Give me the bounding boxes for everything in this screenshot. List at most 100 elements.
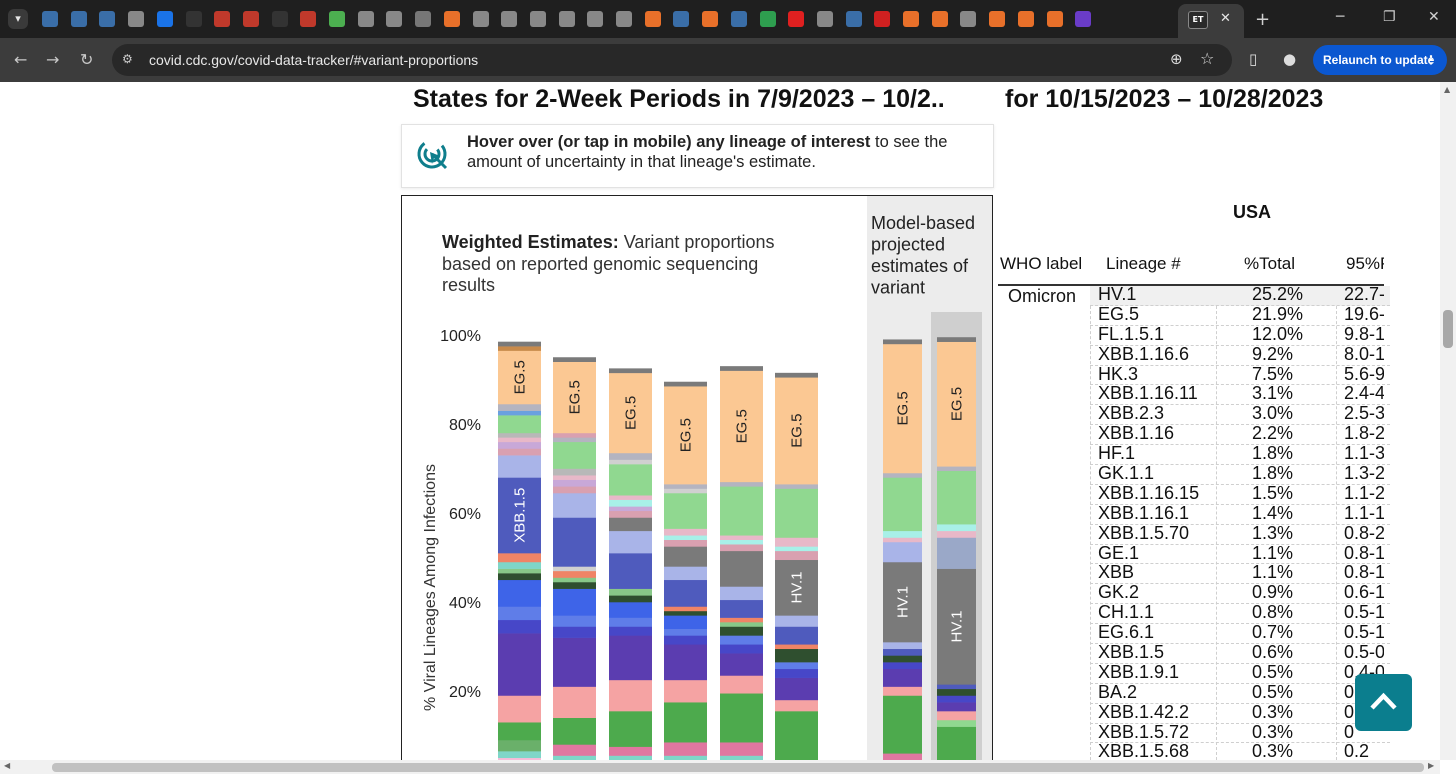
table-row[interactable]: FL.1.5.1 12.0% 9.8-1 — [1090, 323, 1390, 346]
forward-arrow-icon[interactable]: → — [46, 50, 60, 69]
table-row[interactable]: GK.2 0.9% 0.6-1 — [1090, 582, 1390, 605]
tab-favicon[interactable] — [702, 11, 719, 27]
table-row[interactable]: XBB.1.42.2 0.3% 0 — [1090, 702, 1390, 724]
zoom-icon[interactable]: ⊕ — [1170, 50, 1183, 68]
tab-favicon[interactable] — [874, 11, 891, 27]
tab-favicon[interactable] — [128, 11, 145, 27]
table-row[interactable]: XBB.1.16.1 1.4% 1.1-1 — [1090, 503, 1390, 525]
total-cell: 0.9% — [1252, 582, 1294, 603]
total-cell: 0.8% — [1252, 602, 1294, 623]
tab-favicon[interactable] — [214, 11, 231, 27]
tab-favicon[interactable] — [501, 11, 518, 27]
profile-icon[interactable]: ● — [1283, 50, 1297, 68]
tab-favicon[interactable] — [529, 11, 546, 27]
tab-favicon[interactable] — [99, 11, 116, 27]
vertical-scroll-thumb[interactable] — [1443, 310, 1453, 348]
lineage-cell: CH.1.1 — [1098, 602, 1155, 623]
table-row[interactable]: XBB.1.16.6 9.2% 8.0-1 — [1090, 344, 1390, 366]
table-row[interactable]: HF.1 1.8% 1.1-3 — [1090, 444, 1390, 466]
table-row[interactable]: CH.1.1 0.8% 0.5-1 — [1090, 602, 1390, 625]
table-row[interactable]: HK.3 7.5% 5.6-9 — [1090, 364, 1390, 386]
tab-favicon[interactable] — [903, 11, 919, 27]
table-row[interactable]: GK.1.1 1.8% 1.3-2 — [1090, 464, 1390, 485]
weighted-bar-segment — [664, 644, 707, 681]
minimize-icon[interactable]: ─ — [1336, 9, 1345, 25]
tab-favicon[interactable] — [845, 11, 862, 27]
vertical-scrollbar[interactable]: ▲ — [1440, 82, 1456, 760]
tab-favicon[interactable] — [673, 11, 690, 27]
scroll-right-icon[interactable]: ▶ — [1428, 761, 1435, 770]
tab-favicon[interactable] — [443, 11, 460, 27]
table-row[interactable]: HV.1 25.2% 22.7- — [1090, 285, 1390, 306]
new-tab-icon[interactable]: + — [1255, 9, 1271, 30]
table-row[interactable]: XBB.1.5 0.6% 0.5-0 — [1090, 643, 1390, 664]
table-row[interactable]: XBB.1.5.68 0.3% 0.2 — [1090, 742, 1390, 760]
table-row[interactable]: XBB 1.1% 0.8-1 — [1090, 563, 1390, 585]
tab-favicon[interactable] — [644, 11, 661, 27]
table-row[interactable]: XBB.2.3 3.0% 2.5-3 — [1090, 404, 1390, 426]
table-row[interactable]: BA.20.5%0.2-0 — [1090, 682, 1390, 704]
maximize-icon[interactable]: ❐ — [1383, 9, 1396, 25]
tab-favicon[interactable] — [558, 11, 575, 27]
weighted-bar-segment — [553, 588, 596, 616]
tab-favicon[interactable] — [242, 11, 259, 27]
table-row[interactable]: GE.1 1.1% 0.8-1 — [1090, 543, 1390, 565]
tab-favicon[interactable] — [271, 11, 288, 27]
tab-favicon[interactable] — [386, 11, 403, 27]
side-panel-icon[interactable]: ▯ — [1249, 50, 1258, 68]
tab-favicon[interactable] — [42, 11, 58, 27]
table-row[interactable]: XBB.1.16.11 3.1% 2.4-4 — [1090, 384, 1390, 406]
tab-favicon[interactable] — [931, 11, 948, 27]
tab-favicon[interactable] — [816, 11, 833, 27]
close-tab-icon[interactable]: ✕ — [1220, 11, 1231, 26]
tab-favicon[interactable] — [759, 11, 776, 27]
tab-favicon[interactable] — [960, 11, 977, 27]
close-window-icon[interactable]: ✕ — [1428, 9, 1440, 25]
weighted-bar-segment — [720, 755, 763, 760]
tab-favicon[interactable] — [300, 11, 317, 27]
horizontal-scroll-thumb[interactable] — [52, 763, 1424, 772]
table-row[interactable]: XBB.1.16.15 1.5% 1.1-2 — [1090, 483, 1390, 505]
tab-favicon[interactable] — [730, 11, 747, 27]
tab-favicon[interactable] — [788, 11, 805, 27]
scroll-up-icon[interactable]: ▲ — [1444, 85, 1451, 94]
more-menu-icon[interactable]: ⋮ — [1425, 53, 1437, 67]
site-info-icon[interactable]: ⚙ — [122, 52, 133, 66]
tab-search-chevron-down-icon[interactable]: ▾ — [8, 9, 28, 29]
bookmark-star-icon[interactable]: ☆ — [1200, 49, 1215, 68]
scroll-left-icon[interactable]: ◀ — [4, 761, 11, 770]
lineage-cell: FL.1.5.1 — [1098, 323, 1165, 344]
table-row[interactable]: XBB.1.16 2.2% 1.8-2 — [1090, 424, 1390, 446]
table-row[interactable]: XBB.1.5.70 1.3% 0.8-2 — [1090, 523, 1390, 545]
weighted-bar-segment — [775, 546, 818, 552]
tab-favicon[interactable] — [357, 11, 374, 27]
tab-favicon[interactable] — [1017, 11, 1034, 27]
back-to-top-button[interactable] — [1355, 674, 1412, 731]
tab-favicon[interactable] — [1046, 11, 1063, 27]
relaunch-button[interactable]: Relaunch to update ⋮ — [1313, 45, 1447, 75]
weighted-bar-segment — [553, 517, 596, 567]
active-tab[interactable]: ET ✕ — [1178, 4, 1244, 38]
weighted-bar-segment — [664, 606, 707, 612]
table-row[interactable]: EG.6.1 0.7% 0.5-1 — [1090, 623, 1390, 645]
tab-favicon[interactable] — [329, 11, 345, 27]
table-row[interactable]: XBB.1.9.1 0.5% 0.4-0 — [1090, 662, 1390, 684]
weighted-bar-segment — [498, 346, 541, 351]
tab-favicon[interactable] — [156, 11, 173, 27]
tab-favicon[interactable] — [616, 11, 632, 27]
url-text[interactable]: covid.cdc.gov/covid-data-tracker/#varian… — [149, 52, 479, 68]
tab-favicon[interactable] — [989, 11, 1006, 27]
tab-favicon[interactable] — [415, 11, 432, 27]
tab-favicon[interactable] — [70, 11, 87, 27]
reload-icon[interactable]: ↻ — [80, 50, 94, 69]
table-row[interactable]: EG.5 21.9% 19.6- — [1090, 304, 1390, 326]
tab-favicon[interactable] — [185, 11, 202, 27]
tab-favicon[interactable] — [472, 11, 489, 27]
back-arrow-icon[interactable]: ← — [14, 50, 28, 69]
horizontal-scrollbar[interactable]: ◀ ▶ — [0, 760, 1440, 774]
table-row[interactable]: XBB.1.5.72 0.3% 0 — [1090, 722, 1390, 744]
tab-favicon[interactable] — [587, 11, 604, 27]
weighted-bar-segment — [553, 566, 596, 572]
tab-favicon[interactable] — [1075, 11, 1092, 27]
address-bar[interactable]: ⚙ covid.cdc.gov/covid-data-tracker/#vari… — [112, 44, 1232, 76]
